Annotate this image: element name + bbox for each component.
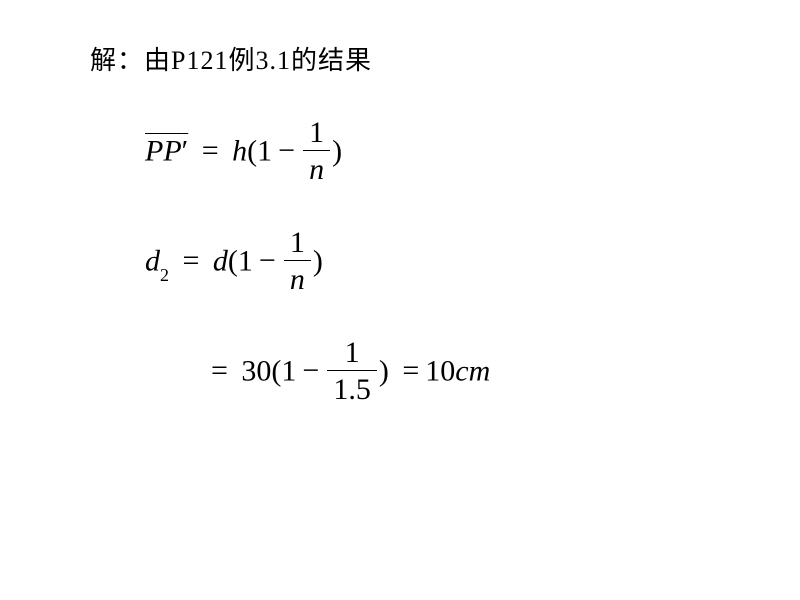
result-10: 10	[425, 354, 455, 387]
var-d2-sub: 2	[160, 265, 169, 285]
fraction-3: 11.5	[327, 338, 377, 405]
solution-heading: 解：由P121例3.1的结果	[90, 40, 372, 77]
equals-3a: =	[211, 354, 228, 387]
frac-num-3: 1	[327, 338, 377, 371]
frac-den-2: n	[284, 261, 311, 295]
frac-den-3: 1.5	[327, 371, 377, 405]
minus-1: −	[278, 134, 295, 167]
open-paren-2: (1	[228, 244, 253, 277]
prime-mark: ′	[182, 134, 189, 167]
equals-2: =	[183, 244, 200, 277]
frac-den-1: n	[303, 151, 330, 185]
fraction-2: 1n	[284, 228, 311, 295]
frac-num-1: 1	[303, 118, 330, 151]
unit-cm: cm	[455, 354, 490, 387]
open-paren-1: (1	[247, 134, 272, 167]
equals-1: =	[202, 134, 219, 167]
equation-line3: = 30(1−11.5) =10cm	[205, 340, 490, 407]
num-30: 30(1	[241, 354, 296, 387]
fraction-1: 1n	[303, 118, 330, 185]
equation-line1: PP′ = h(1−1n)	[145, 120, 342, 187]
minus-3: −	[302, 354, 319, 387]
equation-line2: d2 = d(1−1n)	[145, 230, 323, 297]
close-paren-1: )	[332, 134, 342, 167]
var-d2-base: d	[145, 244, 160, 277]
frac-num-2: 1	[284, 228, 311, 261]
pp-text: PP	[145, 134, 182, 167]
var-d: d	[213, 244, 228, 277]
var-h: h	[232, 134, 247, 167]
minus-2: −	[259, 244, 276, 277]
close-paren-3: )	[379, 354, 389, 387]
pp-overline: PP′	[145, 134, 188, 167]
close-paren-2: )	[313, 244, 323, 277]
equals-3b: =	[402, 354, 419, 387]
